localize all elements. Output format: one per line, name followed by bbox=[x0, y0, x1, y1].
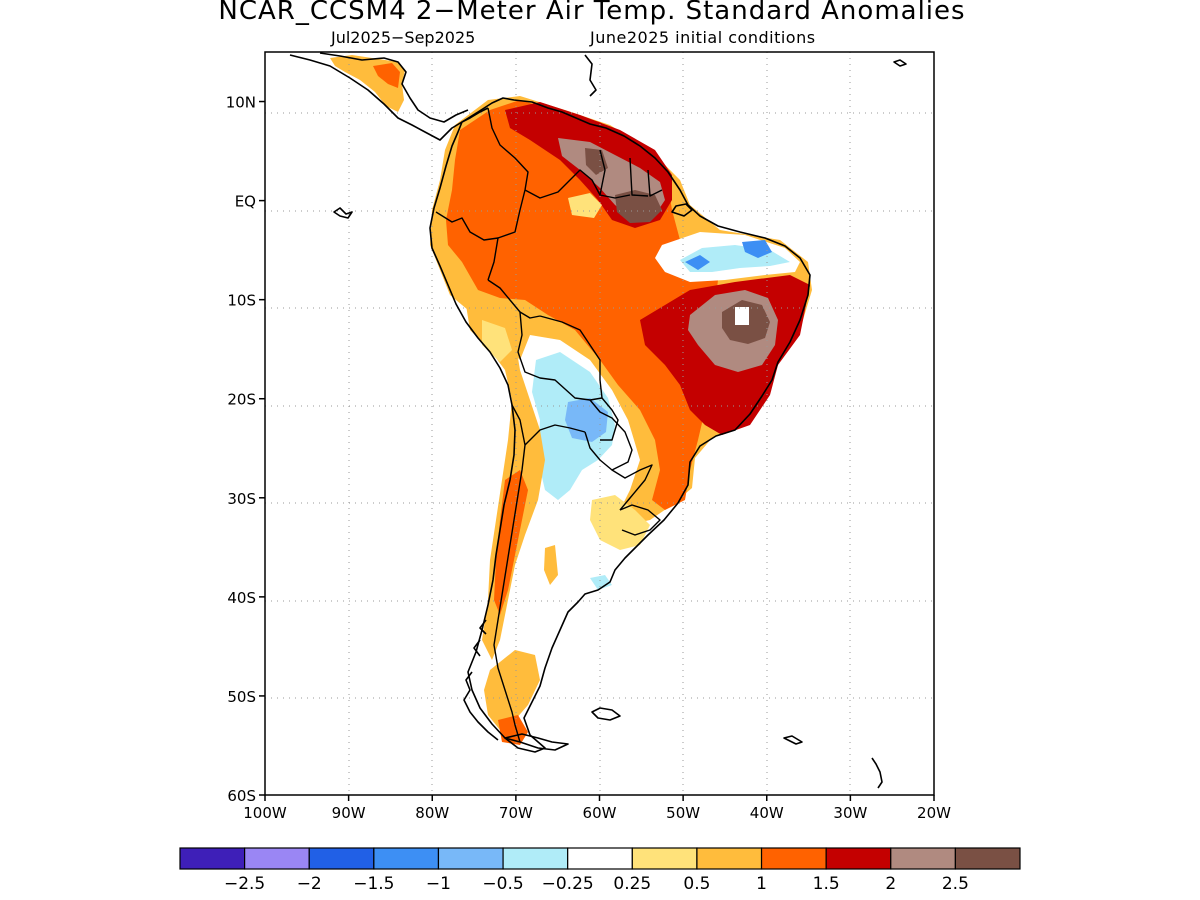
border-colombia-peru-ecuador bbox=[435, 211, 499, 281]
border-uruguay bbox=[619, 504, 661, 536]
galapagos bbox=[333, 207, 353, 219]
lon-tick-label: 80W bbox=[415, 804, 449, 822]
colorbar-swatch bbox=[760, 847, 827, 870]
border-bolivia-brazil bbox=[539, 315, 603, 399]
lat-tick-label: 10S bbox=[227, 292, 256, 310]
colorbar-label: −0.25 bbox=[542, 874, 594, 894]
colorbar-swatch bbox=[308, 847, 375, 870]
lon-tick-label: 30W bbox=[833, 804, 867, 822]
lat-tick-label: 60S bbox=[227, 787, 256, 805]
colorbar-label: −1 bbox=[426, 874, 451, 894]
anomaly-central-america-core bbox=[373, 63, 400, 88]
colorbar-label: −1.5 bbox=[353, 874, 394, 894]
colorbar-label: −2 bbox=[297, 874, 322, 894]
colorbar-swatch bbox=[567, 847, 633, 870]
colorbar-label: −0.5 bbox=[482, 874, 523, 894]
chile-fjords bbox=[463, 619, 499, 741]
anomaly-uruguay-weak bbox=[590, 495, 650, 550]
colorbar-label: 2.5 bbox=[942, 874, 969, 894]
lon-tick-label: 50W bbox=[666, 804, 700, 822]
border-paraguay bbox=[584, 399, 633, 471]
latitude-axis: 10N EQ 10S 20S 30S 40S 50S 60S bbox=[226, 94, 265, 805]
border-argentina-brazil bbox=[611, 464, 653, 511]
border-venezuela-brazil bbox=[524, 169, 601, 199]
cape-verde bbox=[893, 59, 907, 67]
lon-tick-label: 90W bbox=[332, 804, 366, 822]
anomaly-venezuela-weak bbox=[568, 193, 602, 218]
colorbar-swatch bbox=[437, 847, 504, 870]
lat-tick-label: 40S bbox=[227, 589, 256, 607]
anomaly-ne-brazil-cool-core bbox=[685, 240, 772, 270]
lat-tick-label: 30S bbox=[227, 490, 256, 508]
colorbar-swatch bbox=[696, 847, 763, 870]
border-peru-brazil bbox=[487, 279, 541, 319]
colorbar-label: 1 bbox=[756, 874, 767, 894]
lat-tick-label: 20S bbox=[227, 391, 256, 409]
lat-tick-label: EQ bbox=[235, 193, 256, 211]
colorbar-label: 0.25 bbox=[613, 874, 651, 894]
forecast-period: Jul2025−Sep2025 bbox=[331, 28, 476, 47]
south-georgia bbox=[783, 735, 803, 745]
anomaly-south-cool-spot bbox=[590, 575, 612, 590]
colorbar-swatch bbox=[244, 847, 310, 870]
south-america-coast bbox=[429, 97, 811, 753]
border-guianas bbox=[599, 149, 663, 199]
anomaly-guianas-25 bbox=[615, 190, 662, 223]
lon-tick-label: 40W bbox=[750, 804, 784, 822]
longitude-axis: 100W 90W 80W 70W 60W 50W 40W 30W 20W bbox=[243, 795, 951, 822]
colorbar-swatch bbox=[890, 847, 956, 870]
map-title: NCAR_CCSM4 2−Meter Air Temp. Standard An… bbox=[218, 0, 966, 26]
colorbar-swatch bbox=[179, 847, 246, 870]
initial-conditions: June2025 initial conditions bbox=[590, 28, 816, 47]
colorbar-swatch bbox=[373, 847, 440, 870]
colorbar-swatch bbox=[825, 847, 892, 870]
south-sandwich bbox=[871, 757, 883, 789]
border-argentina-north bbox=[524, 424, 586, 446]
anomaly-pampas-weak bbox=[544, 545, 558, 585]
anomaly-field bbox=[330, 55, 812, 745]
border-bolivia bbox=[517, 311, 619, 441]
colorbar-swatch bbox=[631, 847, 698, 870]
lon-tick-label: 70W bbox=[499, 804, 533, 822]
colorbar-swatch bbox=[954, 847, 1021, 870]
lon-tick-label: 60W bbox=[583, 804, 617, 822]
lat-tick-label: 50S bbox=[227, 688, 256, 706]
caribbean-island bbox=[584, 54, 597, 97]
border-chile-argentina bbox=[493, 404, 526, 743]
anomaly-venezuela-25 bbox=[585, 148, 608, 175]
colorbar-label: 0.5 bbox=[683, 874, 710, 894]
tierra-del-fuego bbox=[504, 733, 569, 751]
lat-tick-label: 10N bbox=[226, 94, 256, 112]
country-borders bbox=[435, 107, 663, 743]
colorbar-label: 1.5 bbox=[813, 874, 840, 894]
border-colombia-venezuela bbox=[487, 107, 529, 239]
falklands bbox=[591, 707, 621, 721]
lon-tick-label: 20W bbox=[917, 804, 951, 822]
colorbar-label: 2 bbox=[885, 874, 896, 894]
lon-tick-label: 100W bbox=[243, 804, 287, 822]
colorbar: −2.5 −2 −1.5 −1 −0.5 −0.25 0.25 0.5 1 1.5 2 2.5 bbox=[179, 847, 1021, 894]
amazon-delta bbox=[671, 203, 693, 217]
coastlines bbox=[289, 52, 907, 789]
missing-value-cell bbox=[735, 307, 749, 325]
colorbar-label: −2.5 bbox=[224, 874, 265, 894]
colorbar-swatch bbox=[502, 847, 569, 870]
